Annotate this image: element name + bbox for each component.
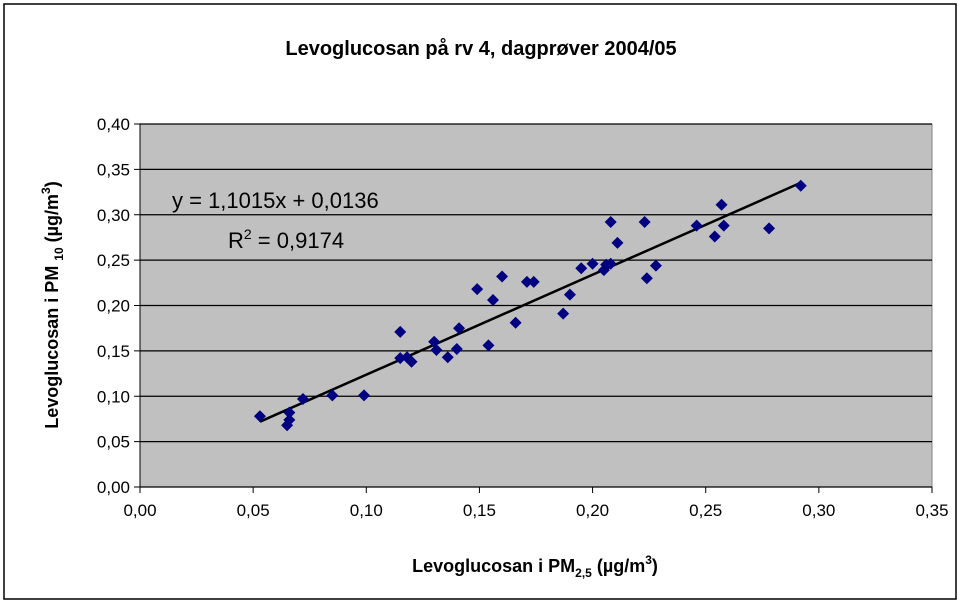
point	[763, 222, 776, 235]
y-tick-label: 0,15	[97, 342, 130, 361]
x-tick-label: 0,35	[915, 501, 948, 520]
x-tick-label: 0,05	[237, 501, 270, 520]
y-tick-label: 0,05	[97, 433, 130, 452]
x-tick-label: 0,30	[802, 501, 835, 520]
point	[482, 339, 495, 352]
y-tick-label: 0,00	[97, 478, 130, 497]
point	[520, 275, 533, 288]
point	[487, 294, 500, 307]
y-label-sup: 3	[39, 187, 53, 194]
x-label-sub: 2,5	[575, 566, 592, 580]
point	[430, 343, 443, 356]
point	[450, 343, 463, 356]
y-label-part: (µg/m	[42, 194, 62, 247]
point	[358, 389, 371, 402]
x-tick-label: 0,00	[123, 501, 156, 520]
r2-sup: 2	[244, 226, 252, 242]
point	[394, 325, 407, 338]
point	[527, 275, 540, 288]
y-tick-label: 0,25	[97, 251, 130, 270]
y-label-part: Levoglucosan i PM	[42, 261, 62, 429]
point	[496, 270, 509, 283]
y-label-sub: 10	[52, 247, 66, 261]
point	[604, 216, 617, 229]
x-label-part: )	[652, 556, 658, 576]
x-tick-label: 0,20	[576, 501, 609, 520]
y-tick-label: 0,35	[97, 160, 130, 179]
y-tick-label: 0,20	[97, 297, 130, 316]
trendline-r2: R2 = 0,9174	[228, 226, 344, 253]
point	[283, 406, 296, 419]
y-label-part: )	[42, 181, 62, 187]
x-tick-label: 0,10	[350, 501, 383, 520]
r2-part: R	[228, 228, 244, 253]
y-tick-label: 0,10	[97, 387, 130, 406]
point	[690, 219, 703, 232]
x-tick-label: 0,25	[689, 501, 722, 520]
trendline	[259, 181, 802, 423]
x-label-sup: 3	[645, 553, 652, 567]
point	[509, 316, 522, 329]
point	[638, 216, 651, 229]
y-tick-label: 0,30	[97, 206, 130, 225]
point	[708, 230, 721, 243]
point	[296, 392, 309, 405]
chart-title: Levoglucosan på rv 4, dagprøver 2004/05	[285, 37, 676, 60]
point	[281, 419, 294, 432]
point	[557, 307, 570, 320]
y-axis-label: Levoglucosan i PM 10 (µg/m3)	[39, 181, 66, 428]
point	[611, 236, 624, 249]
point	[326, 389, 339, 402]
point	[575, 262, 588, 275]
point	[715, 198, 728, 211]
point	[717, 219, 730, 232]
point	[441, 351, 454, 364]
trendline-equation: y = 1,1015x + 0,0136	[172, 188, 379, 213]
x-label-part: (µg/m	[592, 556, 645, 576]
point	[640, 272, 653, 285]
point	[405, 355, 418, 368]
y-tick-label: 0,40	[97, 115, 130, 134]
point	[586, 257, 599, 270]
r2-part: = 0,9174	[252, 228, 344, 253]
point	[794, 179, 807, 192]
point	[253, 410, 266, 423]
x-axis-label: Levoglucosan i PM2,5 (µg/m3)	[412, 553, 658, 580]
x-tick-label: 0,15	[463, 501, 496, 520]
point	[453, 322, 466, 335]
point	[604, 257, 617, 270]
x-label-part: Levoglucosan i PM	[412, 556, 575, 576]
point	[649, 259, 662, 272]
point	[471, 283, 484, 296]
point	[563, 288, 576, 301]
